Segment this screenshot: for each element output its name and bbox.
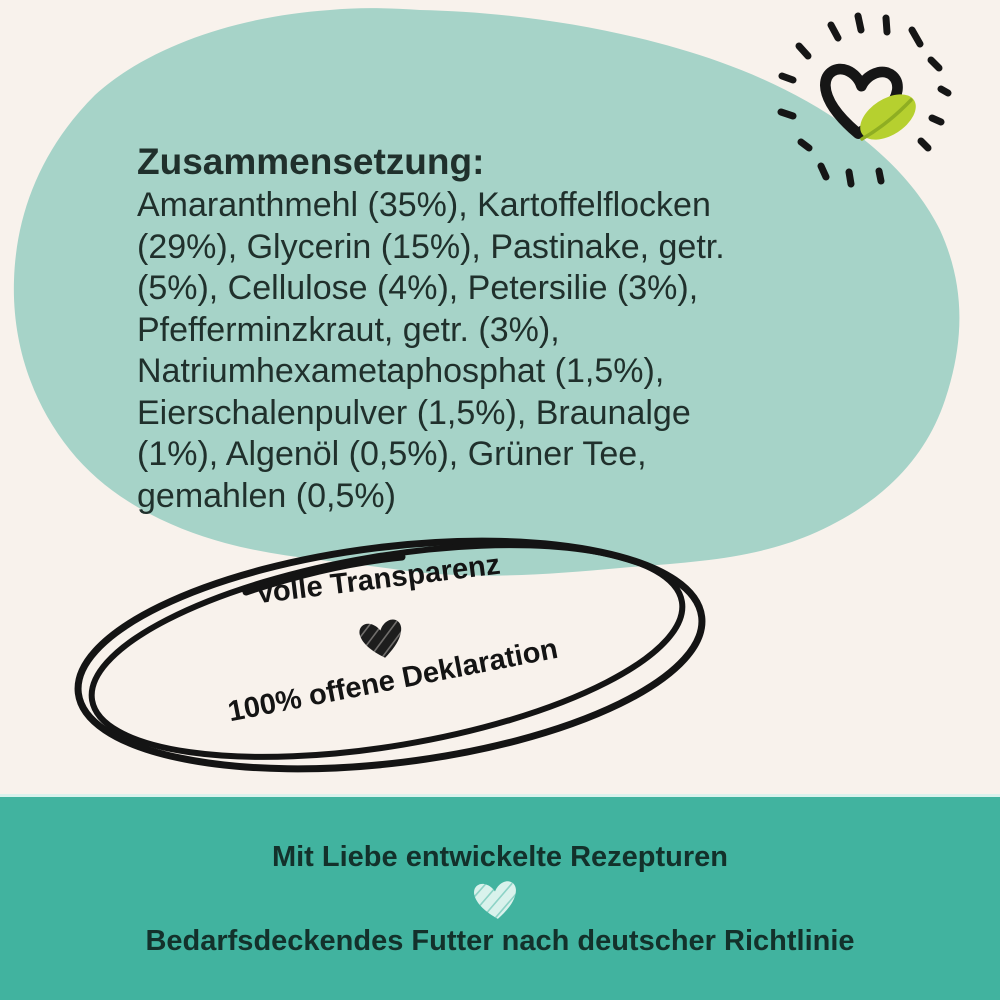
composition-heading: Zusammensetzung:: [137, 141, 485, 182]
composition-line: Pfefferminzkraut, getr. (3%),: [137, 310, 560, 349]
scribble-heart-icon: [358, 618, 405, 662]
sparkle-rays-icon: [777, 12, 952, 188]
composition-line: Eierschalenpulver (1,5%), Braunalge: [137, 393, 691, 432]
composition-line: Natriumhexametaphosphat (1,5%),: [137, 352, 665, 390]
composition-block: Zusammensetzung: Amaranthmehl (35%), Kar…: [137, 138, 725, 517]
banner-line2: Bedarfsdeckendes Futter nach deutscher R…: [145, 925, 855, 957]
composition-line: (5%), Cellulose (4%), Petersilie (3%),: [137, 269, 699, 307]
heart-outline-icon: [819, 63, 903, 139]
heart-leaf-icon: [777, 12, 952, 188]
composition-line: gemahlen (0,5%): [137, 476, 396, 515]
teal-blob-shape: [13, 8, 960, 576]
banner-heart-icon: [473, 880, 519, 922]
composition-line: Amaranthmehl (35%), Kartoffelflocken: [137, 186, 711, 224]
composition-line: (29%), Glycerin (15%), Pastinake, getr.: [137, 227, 725, 266]
banner-line1: Mit Liebe entwickelte Rezepturen: [271, 841, 729, 873]
leaf-vein: [860, 98, 913, 141]
composition-line: (1%), Algenöl (0,5%), Grüner Tee,: [137, 435, 647, 473]
stamp-ellipse-icon: [74, 537, 706, 773]
bottom-banner: Mit Liebe entwickelte Rezepturen Bedarfs…: [0, 794, 1000, 1000]
leaf-icon: [860, 94, 916, 140]
